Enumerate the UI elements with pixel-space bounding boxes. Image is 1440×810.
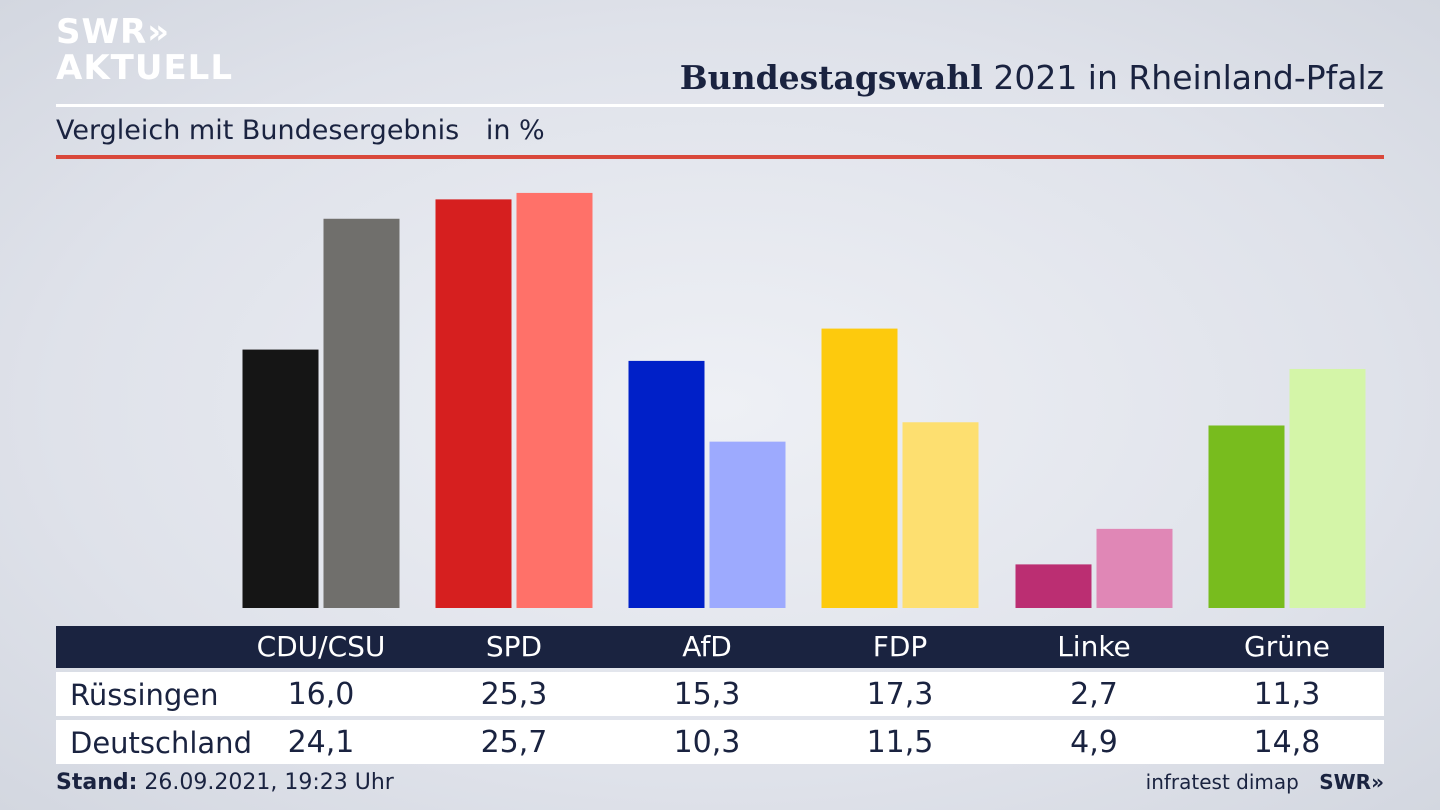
logo-line-1: SWR» xyxy=(56,12,171,52)
bar-spd-r-ssingen xyxy=(435,199,512,608)
column-header: CDU/CSU xyxy=(256,630,386,663)
bar-gr-ne-deutschland xyxy=(1289,368,1366,608)
swr-small-logo: SWR» xyxy=(1319,770,1384,794)
column-header: FDP xyxy=(872,630,928,663)
table-cell: 15,3 xyxy=(673,677,741,712)
table-cell: 17,3 xyxy=(866,677,934,712)
title-divider xyxy=(56,104,1384,107)
timestamp: Stand: 26.09.2021, 19:23 Uhr xyxy=(56,770,394,795)
column-header: Grüne xyxy=(1244,630,1330,663)
table-cell: 11,5 xyxy=(866,725,934,760)
bar-chart xyxy=(242,192,1366,608)
bar-linke-deutschland xyxy=(1096,528,1173,608)
title-rest: 2021 in Rheinland-Pfalz xyxy=(993,58,1384,97)
page-title: Bundestagswahl 2021 in Rheinland-Pfalz xyxy=(680,58,1384,97)
table-header: CDU/CSU SPD AfD FDP Linke Grüne xyxy=(56,626,1384,668)
column-header: SPD xyxy=(485,630,543,663)
results-table: CDU/CSU SPD AfD FDP Linke Grüne Rüssingen 16,… xyxy=(56,626,1384,764)
table-cell: 4,9 xyxy=(1070,725,1118,760)
title-bold: Bundestagswahl xyxy=(679,58,983,97)
table-cell: 2,7 xyxy=(1070,677,1118,712)
table-cell: 24,1 xyxy=(287,725,355,760)
bar-linke-r-ssingen xyxy=(1015,564,1092,608)
table-cell: 16,0 xyxy=(287,677,355,712)
row-label-deutschland: Deutschland xyxy=(70,726,252,760)
table-row: Deutschland 24,1 25,7 10,3 11,5 4,9 14,8 xyxy=(56,720,1384,764)
accent-divider xyxy=(56,155,1384,159)
logo-line-2: AKTUELL xyxy=(56,48,234,88)
subtitle-text: Vergleich mit Bundesergebnis xyxy=(56,115,460,146)
source-credit: infratest dimap SWR» xyxy=(1146,770,1384,794)
column-header: Linke xyxy=(1057,630,1131,663)
table-cell: 25,3 xyxy=(480,677,548,712)
bar-fdp-r-ssingen xyxy=(821,328,898,608)
table-cell: 25,7 xyxy=(480,725,548,760)
row-label-ruessingen: Rüssingen xyxy=(70,678,219,712)
swr-aktuell-logo: SWR» AKTUELL xyxy=(56,14,233,86)
table-cell: 14,8 xyxy=(1253,725,1321,760)
bar-cdu-csu-r-ssingen xyxy=(242,349,319,608)
table-cell: 10,3 xyxy=(673,725,741,760)
column-header: AfD xyxy=(682,630,732,663)
bar-cdu-csu-deutschland xyxy=(323,218,400,608)
bar-afd-r-ssingen xyxy=(628,360,705,608)
table-cell: 11,3 xyxy=(1253,677,1321,712)
source-text: infratest dimap xyxy=(1145,770,1299,794)
stand-label: Stand: xyxy=(56,770,138,795)
chart-subtitle: Vergleich mit Bundesergebnis in % xyxy=(56,115,545,146)
bar-gr-ne-r-ssingen xyxy=(1208,425,1285,608)
unit-label: in % xyxy=(485,115,545,146)
bar-afd-deutschland xyxy=(709,441,786,608)
bar-fdp-deutschland xyxy=(902,422,979,608)
table-row: Rüssingen 16,0 25,3 15,3 17,3 2,7 11,3 xyxy=(56,672,1384,716)
bar-spd-deutschland xyxy=(516,192,593,608)
stand-value: 26.09.2021, 19:23 Uhr xyxy=(144,770,394,795)
